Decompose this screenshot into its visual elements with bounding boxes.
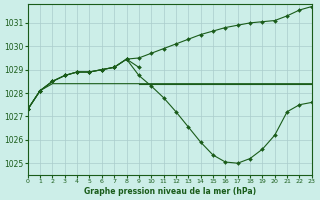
- X-axis label: Graphe pression niveau de la mer (hPa): Graphe pression niveau de la mer (hPa): [84, 187, 256, 196]
